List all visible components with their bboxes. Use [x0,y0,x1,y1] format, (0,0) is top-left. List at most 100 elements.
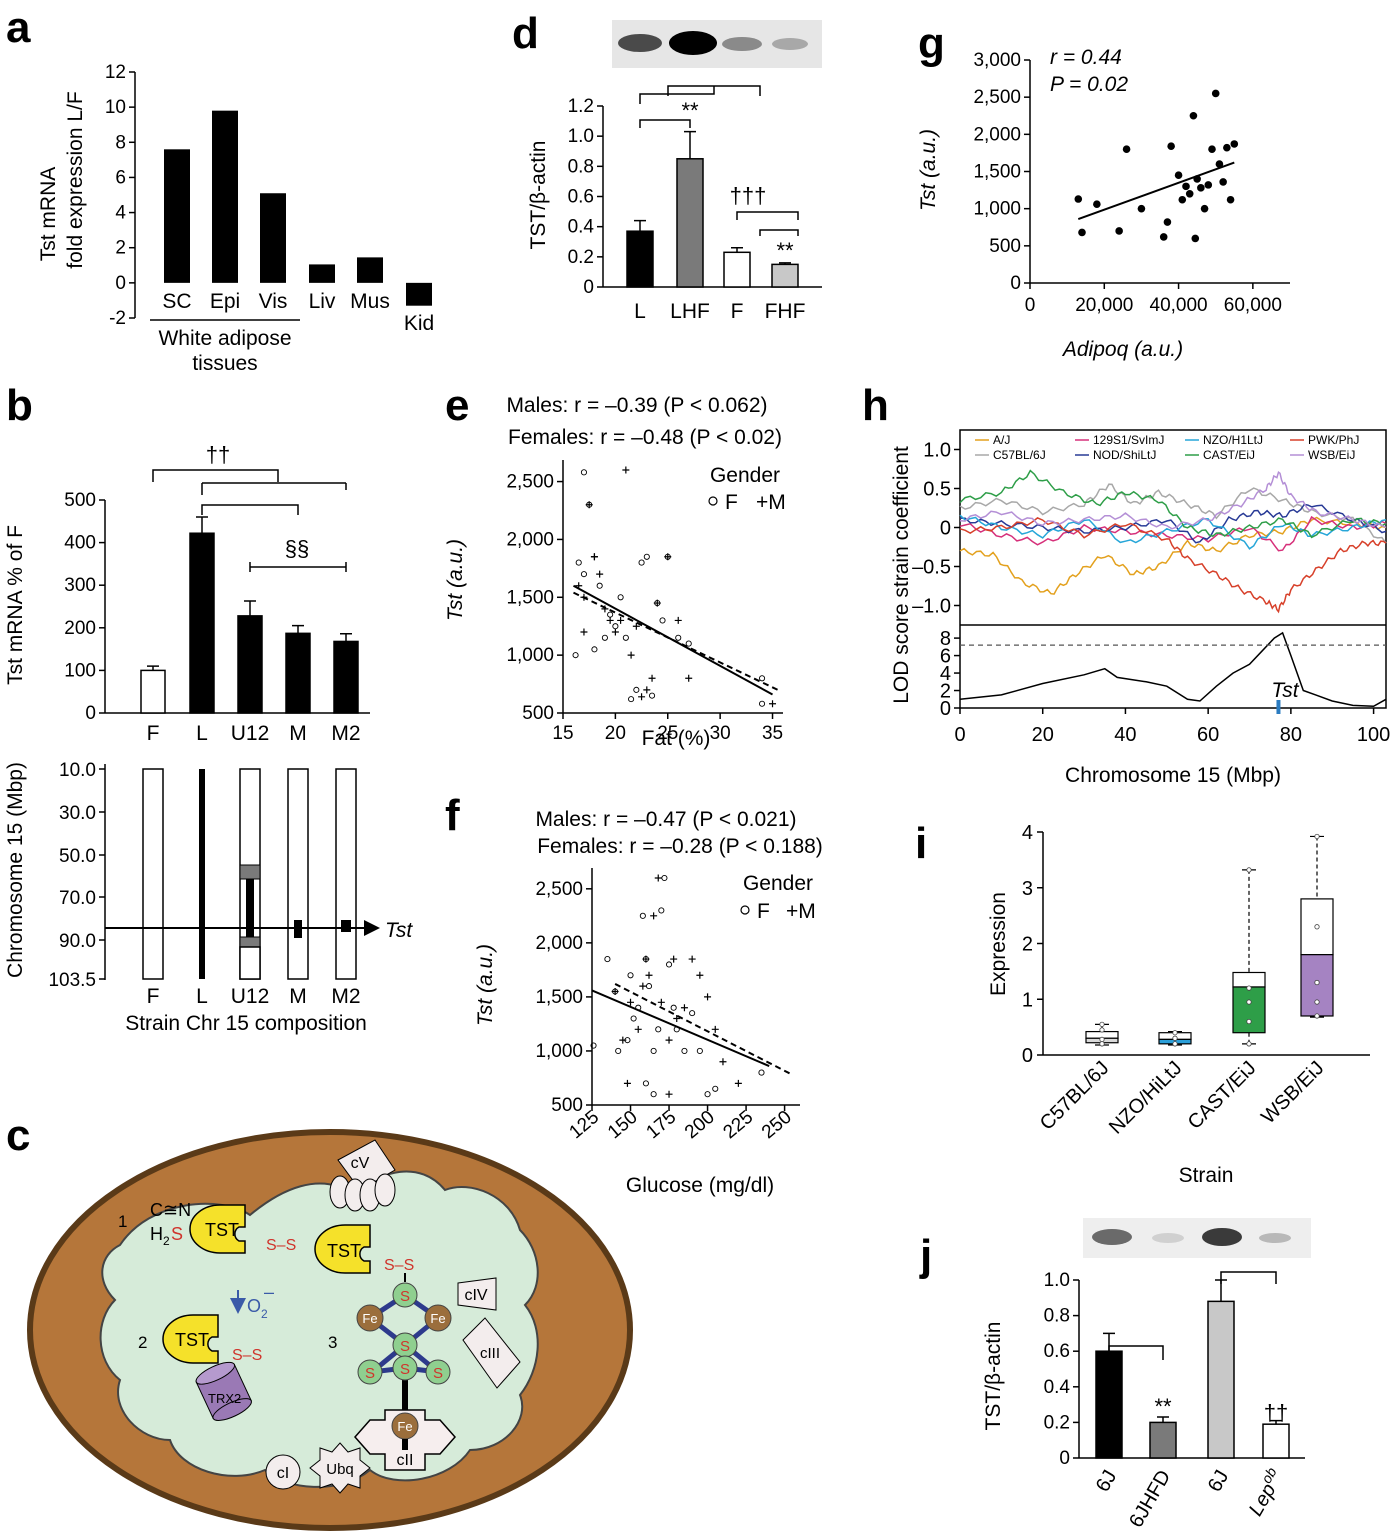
cv-label: cV [351,1155,370,1172]
f-male-point [665,1090,673,1098]
i-category-label: NZO/HiLtJ [1105,1057,1187,1139]
e-female-point [617,594,624,601]
b-ylabel: Tst mRNA % of F [4,525,27,685]
b-bracket-2-drops [201,483,347,495]
f-female-point [665,961,673,968]
e-male-point [638,693,646,701]
a-bar [212,110,238,283]
h-legend-label: PWK/PhJ [1308,433,1359,447]
tst-label-3: TST [175,1330,209,1350]
g-point [1215,160,1224,168]
h-xtick-label: 80 [1280,724,1302,746]
civ-label: cIV [464,1287,487,1304]
b-bar [333,640,359,714]
g-ytick-label: 500 [989,236,1021,257]
j-western-blot [1083,1218,1311,1258]
g-ytick-label: 2,500 [973,87,1021,108]
j-ytick-label: 0 [1059,1448,1070,1469]
g-point [1159,233,1168,241]
g-annotation-p: P = 0.02 [1050,73,1128,96]
f-female-point [615,1047,622,1055]
f-ytick-label: 1,000 [535,1041,583,1062]
h-top-ytick-label: –0.5 [912,557,951,579]
e-female-point [659,617,666,624]
b2-ytick-label: 90.0 [59,931,96,952]
d-sig-star2: ** [776,238,794,263]
e-ytick-label: 1,000 [506,645,554,666]
a-category-label: SC [162,290,191,313]
a-bar [309,264,335,283]
f-female-point [658,907,665,914]
s-atom-top [392,1282,418,1308]
fe-label-left: Fe [362,1311,377,1326]
c-label-3: 3 [328,1333,337,1352]
f-legend-m: +M [786,900,816,923]
e-female-point [591,646,598,653]
b-ytick-label: 200 [64,618,96,639]
a-ylabel-1: Tst mRNA [37,167,60,262]
f-female-point [689,1010,696,1017]
e-xtick-label: 20 [605,723,626,744]
e-male-point [648,674,656,682]
d-western-blot [612,20,822,68]
h-bottom-ytick-label: 6 [940,646,951,668]
complex-i [265,1454,301,1490]
g-ytick-label: 1,500 [973,162,1021,183]
e-male-point [611,628,619,636]
j-ytick-label: 0.4 [1044,1377,1071,1398]
i-box-lower [1300,954,1334,1017]
f-male-point [688,955,696,963]
f-female-point [661,874,668,882]
f-male-point [639,982,647,990]
g-point [1223,143,1231,152]
c-h2s-h: H [150,1224,163,1244]
i-point [1099,1041,1105,1047]
b2-tst-marker: Tst [385,919,413,942]
f-female-point [704,1091,711,1098]
f-female-point [655,1026,662,1033]
f-female-point [642,1080,649,1087]
e-female-point [675,634,682,641]
e-male-point [643,686,651,694]
h-lod-profile [959,631,1387,708]
h-bottom-ytick-label: 0 [940,698,951,720]
h-ylabel: LOD score strain coefficient [890,446,913,704]
e-female-point [607,611,614,618]
b2-chrom-U12-marker-bot [239,936,261,948]
a-group-label-2: tissues [192,352,257,375]
f-male-point [696,971,704,979]
d-error-bar [779,262,791,265]
j-category-sup: ob [1258,1464,1280,1486]
e-fit-male [573,591,779,691]
o2-sub: 2 [261,1307,268,1321]
g-ytick-label: 0 [1010,273,1021,294]
b-error-bar [292,624,304,634]
h-xtick-label: 20 [1032,724,1054,746]
f-male-point [623,1079,631,1087]
h-bottom-ytick-label: 4 [940,663,951,685]
e-xtick-label: 25 [657,723,678,744]
f-male-point [627,998,635,1006]
j-bar [1262,1423,1290,1459]
i-box-upper [1232,971,1266,988]
h-xtick-label: 40 [1114,724,1136,746]
a-bar [260,193,286,283]
g-xtick-label: 40,000 [1150,295,1208,316]
h-xlabel: Chromosome 15 (Mbp) [1065,764,1281,787]
h-top-ytick-label: 0.5 [923,479,951,501]
panel-a-chart: Tst mRNA fold expression L/F White adipo… [37,62,434,375]
i-ytick-label: 0 [1022,1045,1033,1067]
e-female-point [612,623,619,630]
j-ylabel: TST/β-actin [982,1322,1005,1431]
h-legend-label: NOD/ShiLtJ [1093,448,1156,462]
d-ytick-label: 1.2 [568,96,594,117]
b-ytick-label: 100 [64,660,96,681]
e-male-point [596,570,604,578]
e-female-point [633,686,640,693]
b2-category-label: M2 [331,985,360,1008]
a-bar [164,149,190,283]
b-bracket-1 [152,469,279,482]
e-ytick-label: 2,500 [506,472,554,493]
f-male-point [670,955,678,963]
